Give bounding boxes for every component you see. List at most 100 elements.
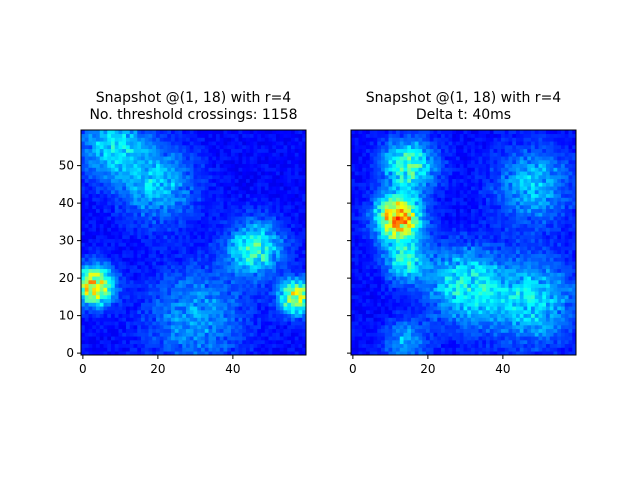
heatmap-cell xyxy=(212,310,217,315)
heatmap-cell xyxy=(219,302,224,307)
heatmap-cell xyxy=(193,302,198,307)
heatmap-cell xyxy=(486,298,491,303)
heatmap-cell xyxy=(377,347,382,352)
heatmap-cell xyxy=(264,283,269,288)
heatmap-cell xyxy=(441,280,446,285)
heatmap-cell xyxy=(257,253,262,258)
heatmap-cell xyxy=(227,317,232,322)
heatmap-cell xyxy=(508,291,513,296)
heatmap-cell xyxy=(144,160,149,165)
heatmap-cell xyxy=(148,160,153,165)
heatmap-cell xyxy=(276,145,281,150)
heatmap-cell xyxy=(249,163,254,168)
heatmap-cell xyxy=(111,175,116,180)
heatmap-cell xyxy=(504,280,509,285)
heatmap-cell xyxy=(167,148,172,153)
heatmap-cell xyxy=(81,340,86,345)
heatmap-cell xyxy=(114,268,119,273)
heatmap-cell xyxy=(381,272,386,277)
heatmap-cell xyxy=(246,167,251,172)
heatmap-cell xyxy=(276,216,281,221)
heatmap-cell xyxy=(133,182,138,187)
heatmap-cell xyxy=(561,313,566,318)
heatmap-cell xyxy=(276,276,281,281)
heatmap-cell xyxy=(99,257,104,262)
heatmap-cell xyxy=(519,332,524,337)
heatmap-cell xyxy=(238,332,243,337)
heatmap-cell xyxy=(388,302,393,307)
heatmap-cell xyxy=(171,186,176,191)
heatmap-cell xyxy=(572,287,577,292)
heatmap-cell xyxy=(129,201,134,206)
heatmap-cell xyxy=(351,295,356,300)
heatmap-cell xyxy=(246,182,251,187)
heatmap-cell xyxy=(122,242,127,247)
heatmap-cell xyxy=(493,302,498,307)
heatmap-cell xyxy=(471,276,476,281)
heatmap-cell xyxy=(471,321,476,326)
heatmap-cell xyxy=(422,313,427,318)
heatmap-cell xyxy=(369,317,374,322)
heatmap-cell xyxy=(414,295,419,300)
heatmap-cell xyxy=(298,208,303,213)
heatmap-cell xyxy=(171,287,176,292)
heatmap-cell xyxy=(163,178,168,183)
heatmap-cell xyxy=(246,133,251,138)
heatmap-cell xyxy=(429,343,434,348)
heatmap-cell xyxy=(212,298,217,303)
heatmap-cell xyxy=(557,280,562,285)
heatmap-cell xyxy=(118,152,123,157)
heatmap-cell xyxy=(186,283,191,288)
heatmap-cell xyxy=(159,145,164,150)
heatmap-cell xyxy=(84,265,89,270)
heatmap-cell xyxy=(264,141,269,146)
heatmap-cell xyxy=(208,261,213,266)
heatmap-cell xyxy=(156,205,161,210)
heatmap-cell xyxy=(156,193,161,198)
heatmap-cell xyxy=(238,193,243,198)
heatmap-cell xyxy=(399,332,404,337)
heatmap-cell xyxy=(261,220,266,225)
heatmap-cell xyxy=(111,280,116,285)
heatmap-cell xyxy=(508,313,513,318)
heatmap-cell xyxy=(212,133,217,138)
heatmap-cell xyxy=(189,340,194,345)
heatmap-cell xyxy=(219,336,224,341)
heatmap-cell xyxy=(103,145,108,150)
heatmap-cell xyxy=(542,287,547,292)
heatmap-cell xyxy=(287,171,292,176)
heatmap-cell xyxy=(407,295,412,300)
heatmap-cell xyxy=(482,343,487,348)
heatmap-cell xyxy=(377,272,382,277)
heatmap-cell xyxy=(92,328,97,333)
heatmap-cell xyxy=(163,145,168,150)
heatmap-cell xyxy=(231,340,236,345)
heatmap-cell xyxy=(564,332,569,337)
heatmap-cell xyxy=(264,242,269,247)
heatmap-cell xyxy=(564,325,569,330)
heatmap-cell xyxy=(384,295,389,300)
heatmap-cell xyxy=(144,216,149,221)
heatmap-cell xyxy=(381,295,386,300)
heatmap-cell xyxy=(291,306,296,311)
heatmap-cell xyxy=(144,148,149,153)
heatmap-cell xyxy=(137,340,142,345)
heatmap-cell xyxy=(197,351,202,356)
heatmap-cell xyxy=(216,130,221,135)
heatmap-cell xyxy=(167,328,172,333)
heatmap-cell xyxy=(268,313,273,318)
heatmap-cell xyxy=(99,212,104,217)
heatmap-cell xyxy=(268,268,273,273)
heatmap-cell xyxy=(133,246,138,251)
heatmap-cell xyxy=(399,321,404,326)
heatmap-cell xyxy=(103,163,108,168)
heatmap-cell xyxy=(497,295,502,300)
heatmap-cell xyxy=(111,295,116,300)
heatmap-cell xyxy=(99,287,104,292)
heatmap-cell xyxy=(407,291,412,296)
heatmap-cell xyxy=(369,291,374,296)
heatmap-cell xyxy=(107,291,112,296)
heatmap-cell xyxy=(163,332,168,337)
heatmap-cell xyxy=(489,351,494,356)
heatmap-cell xyxy=(276,171,281,176)
